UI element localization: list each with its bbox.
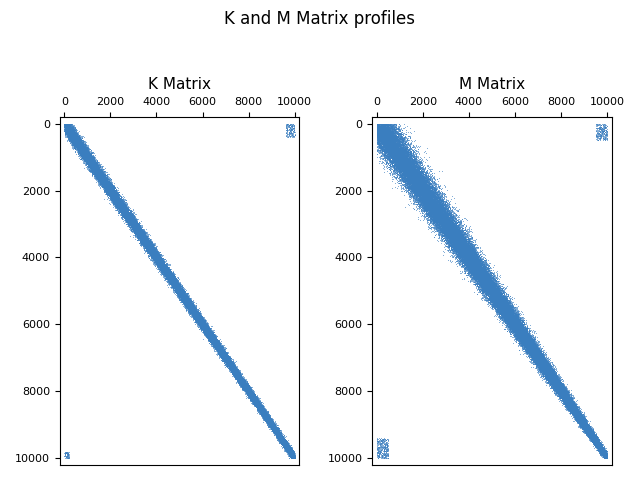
Title: M Matrix: M Matrix <box>459 77 525 92</box>
Title: K Matrix: K Matrix <box>148 77 211 92</box>
Text: K and M Matrix profiles: K and M Matrix profiles <box>225 10 415 28</box>
